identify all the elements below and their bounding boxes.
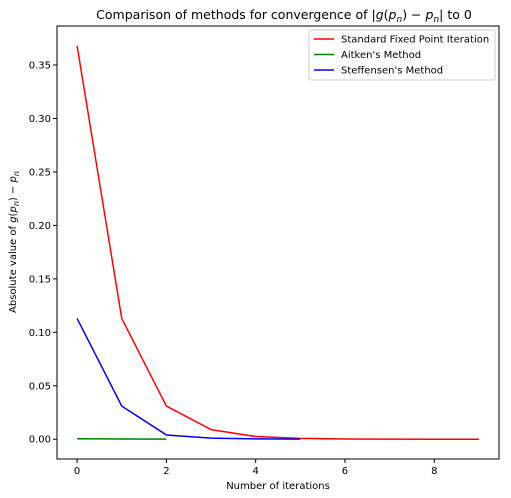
y-axis: 0.00 0.05 0.10 0.15 0.20 0.25 0.30 0.35 <box>29 61 57 446</box>
x-tick-label: 6 <box>342 466 348 477</box>
x-tick-label: 8 <box>431 466 437 477</box>
y-tick-label: 0.15 <box>29 274 51 285</box>
y-tick-label: 0.20 <box>29 221 51 232</box>
x-tick-label: 2 <box>163 466 169 477</box>
y-tick-label: 0.00 <box>29 435 51 446</box>
series-layer <box>76 45 479 440</box>
x-tick-label: 4 <box>252 466 258 477</box>
chart-title: Comparison of methods for convergence of… <box>96 7 472 25</box>
legend-label: Standard Fixed Point Iteration <box>341 35 489 46</box>
y-tick-label: 0.30 <box>29 114 51 125</box>
y-tick-label: 0.25 <box>29 167 51 178</box>
x-tick-label: 0 <box>74 466 80 477</box>
y-tick-label: 0.35 <box>29 61 51 72</box>
y-axis-label: Absolute value of g(pn) − pn <box>8 171 21 313</box>
y-tick-label: 0.10 <box>29 328 51 339</box>
y-tick-label: 0.05 <box>29 381 51 392</box>
x-axis: 0 2 4 6 8 <box>74 459 437 477</box>
legend-label: Aitken's Method <box>341 50 421 61</box>
series-line-2 <box>76 318 301 440</box>
legend-box <box>308 29 496 81</box>
x-axis-label: Number of iterations <box>226 481 330 492</box>
legend-label: Steffensen's Method <box>341 66 443 77</box>
plot-area-frame <box>56 25 500 460</box>
series-line-0 <box>76 45 479 440</box>
legend: Standard Fixed Point Iteration Aitken's M… <box>308 29 496 81</box>
